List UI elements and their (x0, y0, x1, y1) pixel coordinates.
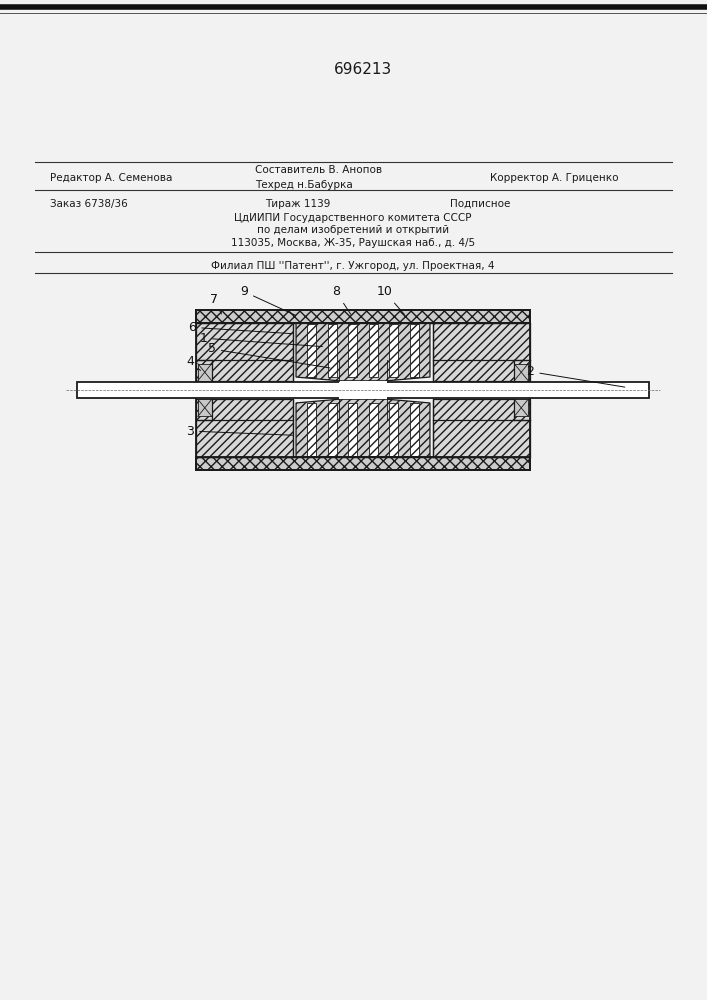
Text: Заказ 6738/36: Заказ 6738/36 (50, 199, 128, 209)
Bar (196, 457, 530, 470)
Text: Редактор А. Семенова: Редактор А. Семенова (50, 173, 173, 183)
Text: 7: 7 (210, 293, 221, 314)
Bar (389, 324, 398, 377)
Bar (308, 324, 317, 377)
Bar (409, 403, 419, 456)
Text: Составитель В. Анопов: Составитель В. Анопов (255, 165, 382, 175)
Text: 6: 6 (189, 321, 292, 334)
Bar (328, 324, 337, 377)
Bar (433, 399, 530, 457)
Bar (198, 399, 212, 416)
Bar (77, 382, 649, 398)
Text: по делам изобретений и открытий: по делам изобретений и открытий (257, 225, 449, 235)
Bar (196, 323, 293, 381)
Bar (514, 399, 528, 416)
Text: 4: 4 (186, 355, 201, 370)
Text: 10: 10 (377, 285, 404, 314)
Bar (433, 323, 530, 381)
Text: 5: 5 (208, 342, 330, 368)
Text: Тираж 1139: Тираж 1139 (265, 199, 330, 209)
Bar (389, 403, 398, 456)
Bar (308, 403, 317, 456)
Bar (348, 403, 357, 456)
Polygon shape (296, 323, 430, 381)
Bar (514, 364, 528, 381)
Text: Корректор А. Гриценко: Корректор А. Гриценко (490, 173, 619, 183)
Bar (409, 324, 419, 377)
Text: Филиал ПШ ''Патент'', г. Ужгород, ул. Проектная, 4: Филиал ПШ ''Патент'', г. Ужгород, ул. Пр… (211, 261, 495, 271)
Bar (196, 310, 530, 323)
Text: 3: 3 (186, 425, 293, 438)
Bar (368, 324, 378, 377)
Text: 696213: 696213 (334, 62, 392, 78)
Bar (339, 381, 387, 399)
Text: 9: 9 (240, 285, 296, 315)
Text: 1: 1 (199, 332, 322, 347)
Bar (348, 324, 357, 377)
Text: 8: 8 (332, 285, 351, 314)
Text: Подписное: Подписное (450, 199, 510, 209)
Bar (368, 403, 378, 456)
Text: ЦдИИПИ Государственного комитета СССР: ЦдИИПИ Государственного комитета СССР (234, 213, 472, 223)
Text: 2: 2 (527, 365, 625, 387)
Text: Техред н.Бабурка: Техред н.Бабурка (255, 180, 353, 190)
Bar (198, 364, 212, 381)
Polygon shape (296, 399, 430, 457)
Bar (196, 399, 293, 457)
Bar (328, 403, 337, 456)
Text: 113035, Москва, Ж-35, Раушская наб., д. 4/5: 113035, Москва, Ж-35, Раушская наб., д. … (231, 238, 475, 248)
